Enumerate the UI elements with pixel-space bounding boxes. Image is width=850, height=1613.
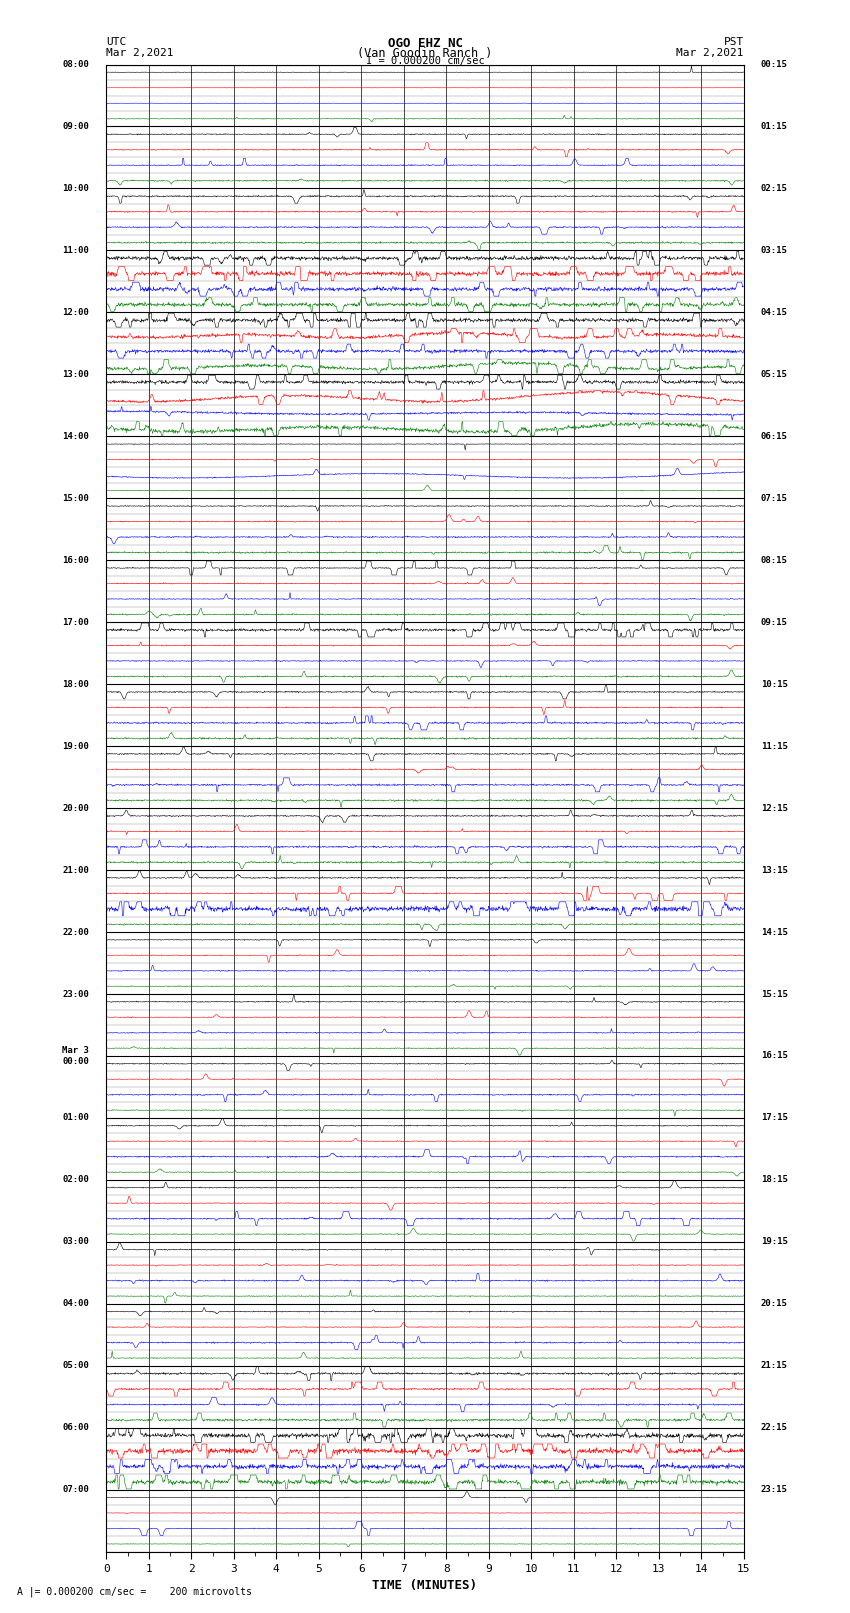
Text: 09:00: 09:00 [62, 123, 89, 131]
Text: (Van Goodin Ranch ): (Van Goodin Ranch ) [357, 47, 493, 60]
Text: 22:15: 22:15 [761, 1423, 788, 1432]
Text: 10:00: 10:00 [62, 184, 89, 194]
X-axis label: TIME (MINUTES): TIME (MINUTES) [372, 1579, 478, 1592]
Text: 03:15: 03:15 [761, 245, 788, 255]
Text: 08:00: 08:00 [62, 60, 89, 69]
Text: 18:00: 18:00 [62, 679, 89, 689]
Text: 05:00: 05:00 [62, 1361, 89, 1371]
Text: 05:15: 05:15 [761, 369, 788, 379]
Text: 15:00: 15:00 [62, 494, 89, 503]
Text: 02:00: 02:00 [62, 1176, 89, 1184]
Text: 19:00: 19:00 [62, 742, 89, 750]
Text: 18:15: 18:15 [761, 1176, 788, 1184]
Text: 04:00: 04:00 [62, 1300, 89, 1308]
Text: I = 0.000200 cm/sec: I = 0.000200 cm/sec [366, 56, 484, 66]
Text: 15:15: 15:15 [761, 989, 788, 998]
Text: 17:00: 17:00 [62, 618, 89, 627]
Text: 23:15: 23:15 [761, 1486, 788, 1494]
Text: 19:15: 19:15 [761, 1237, 788, 1247]
Text: UTC: UTC [106, 37, 127, 47]
Text: 00:15: 00:15 [761, 60, 788, 69]
Text: 14:00: 14:00 [62, 432, 89, 440]
Text: Mar 3
00:00: Mar 3 00:00 [62, 1047, 89, 1066]
Text: 12:00: 12:00 [62, 308, 89, 316]
Text: 07:00: 07:00 [62, 1486, 89, 1494]
Text: PST: PST [723, 37, 744, 47]
Text: A |= 0.000200 cm/sec =    200 microvolts: A |= 0.000200 cm/sec = 200 microvolts [17, 1586, 252, 1597]
Text: 03:00: 03:00 [62, 1237, 89, 1247]
Text: 20:15: 20:15 [761, 1300, 788, 1308]
Text: 13:15: 13:15 [761, 866, 788, 874]
Text: 06:00: 06:00 [62, 1423, 89, 1432]
Text: 14:15: 14:15 [761, 927, 788, 937]
Text: 01:00: 01:00 [62, 1113, 89, 1123]
Text: 01:15: 01:15 [761, 123, 788, 131]
Text: 21:00: 21:00 [62, 866, 89, 874]
Text: 06:15: 06:15 [761, 432, 788, 440]
Text: 11:15: 11:15 [761, 742, 788, 750]
Text: 13:00: 13:00 [62, 369, 89, 379]
Text: 10:15: 10:15 [761, 679, 788, 689]
Text: Mar 2,2021: Mar 2,2021 [106, 48, 173, 58]
Text: 23:00: 23:00 [62, 989, 89, 998]
Text: 16:15: 16:15 [761, 1052, 788, 1060]
Text: 07:15: 07:15 [761, 494, 788, 503]
Text: 04:15: 04:15 [761, 308, 788, 316]
Text: 20:00: 20:00 [62, 803, 89, 813]
Text: OGO EHZ NC: OGO EHZ NC [388, 37, 462, 50]
Text: 16:00: 16:00 [62, 556, 89, 565]
Text: 02:15: 02:15 [761, 184, 788, 194]
Text: 11:00: 11:00 [62, 245, 89, 255]
Text: 21:15: 21:15 [761, 1361, 788, 1371]
Text: 08:15: 08:15 [761, 556, 788, 565]
Text: 12:15: 12:15 [761, 803, 788, 813]
Text: Mar 2,2021: Mar 2,2021 [677, 48, 744, 58]
Text: 22:00: 22:00 [62, 927, 89, 937]
Text: 17:15: 17:15 [761, 1113, 788, 1123]
Text: 09:15: 09:15 [761, 618, 788, 627]
